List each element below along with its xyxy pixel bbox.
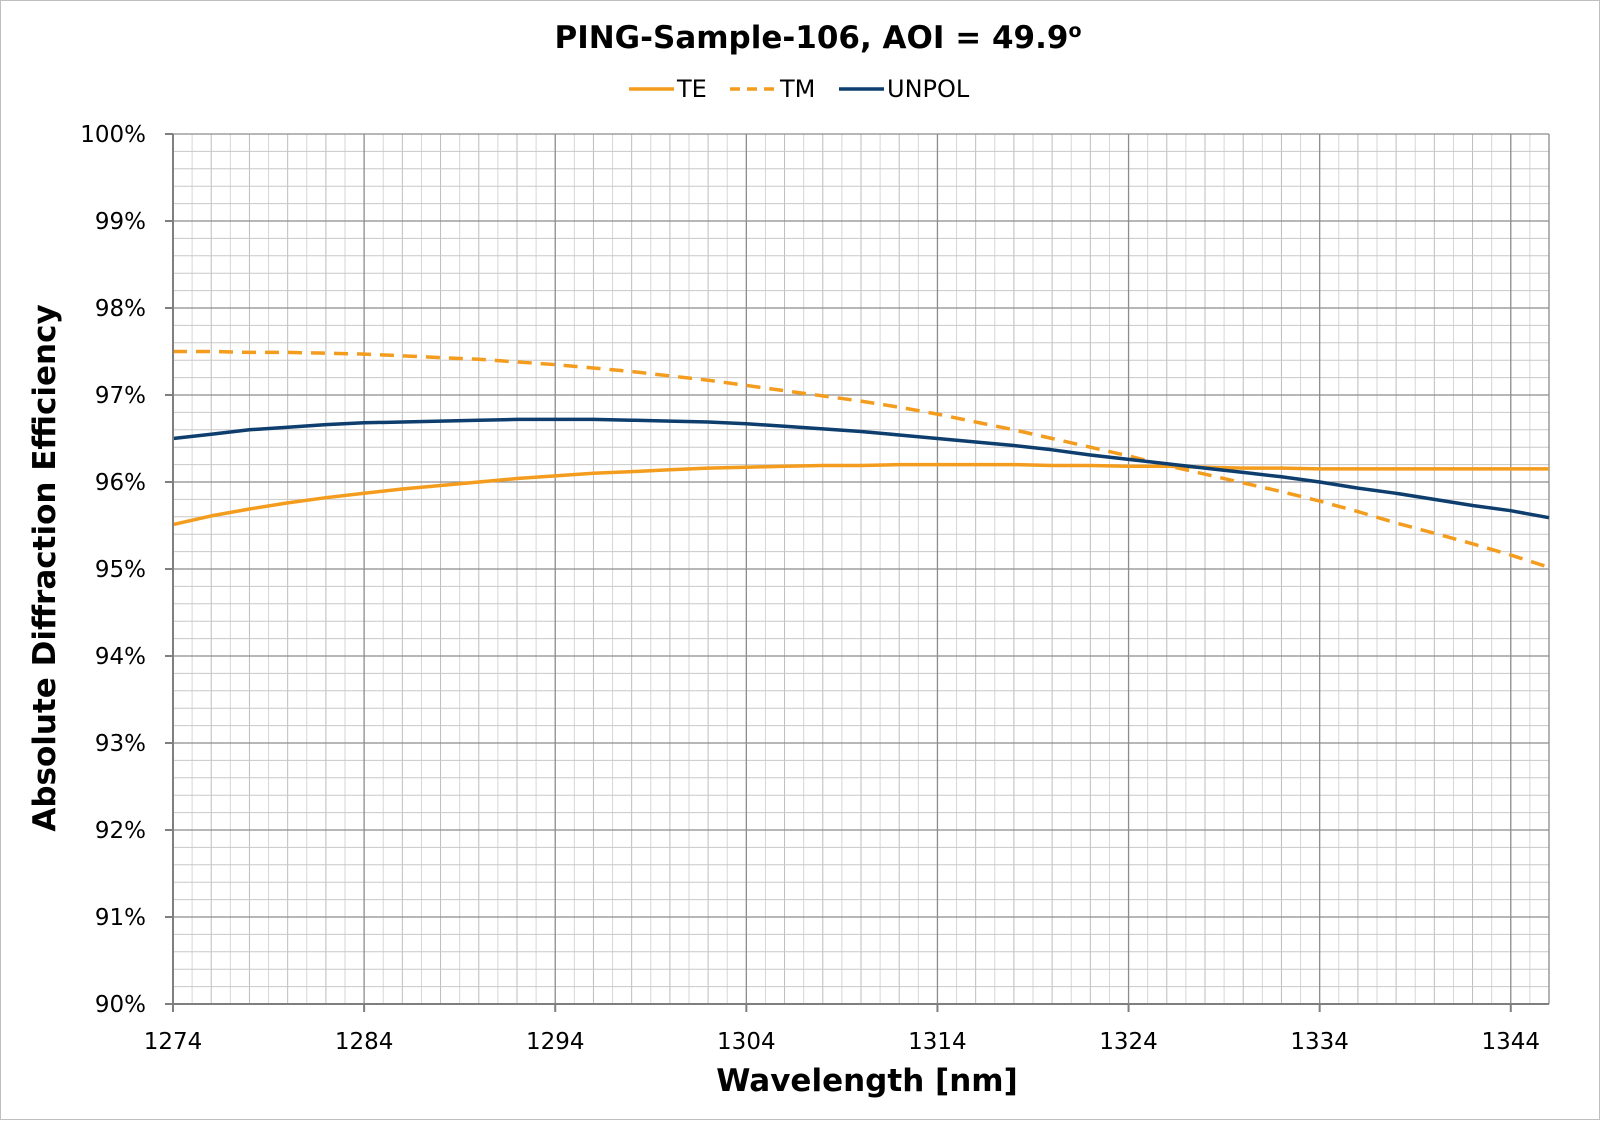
x-tick-label: 1324 — [1099, 1029, 1158, 1055]
series-line-unpol — [172, 417, 1550, 520]
y-tick-label: 92% — [95, 818, 146, 844]
legend-label-tm: TM — [779, 75, 815, 103]
y-axis-title: Absolute Diffraction Efficiency — [27, 304, 63, 831]
y-tick-label: 99% — [95, 209, 146, 235]
x-tick-label: 1334 — [1290, 1029, 1349, 1055]
axes: 90% 91% 92% 93% 94% 95% 96% 97% 98% 99% 100% 1274 12… — [80, 122, 1549, 1055]
chart-title: PING-Sample-106, AOI = 49.9o — [554, 20, 1081, 56]
x-tick-label: 1284 — [335, 1029, 394, 1055]
y-tick-label: 98% — [95, 296, 146, 322]
x-tick-label: 1274 — [144, 1029, 203, 1055]
y-tick-label: 93% — [95, 731, 146, 757]
x-tick-label: 1314 — [908, 1029, 967, 1055]
series-lines — [172, 349, 1550, 569]
series-line-tm — [173, 349, 1550, 569]
x-tick-label: 1304 — [717, 1029, 776, 1055]
y-tick-label: 97% — [95, 383, 146, 409]
x-axis-title: Wavelength [nm] — [716, 1063, 1018, 1099]
y-tick-label: 91% — [95, 905, 146, 931]
series-line-te — [172, 462, 1549, 527]
y-tick-label: 100% — [80, 122, 146, 148]
y-tick-label: 94% — [95, 644, 146, 670]
x-tick-label: 1344 — [1482, 1029, 1541, 1055]
y-tick-label: 90% — [95, 992, 146, 1018]
y-tick-label: 96% — [95, 470, 146, 496]
legend-label-te: TE — [676, 75, 707, 103]
y-tick-label: 95% — [95, 557, 146, 583]
grid — [172, 133, 1550, 1005]
legend-label-unpol: UNPOL — [887, 75, 970, 103]
legend: TE TM UNPOL — [629, 75, 970, 103]
x-tick-label: 1294 — [526, 1029, 585, 1055]
